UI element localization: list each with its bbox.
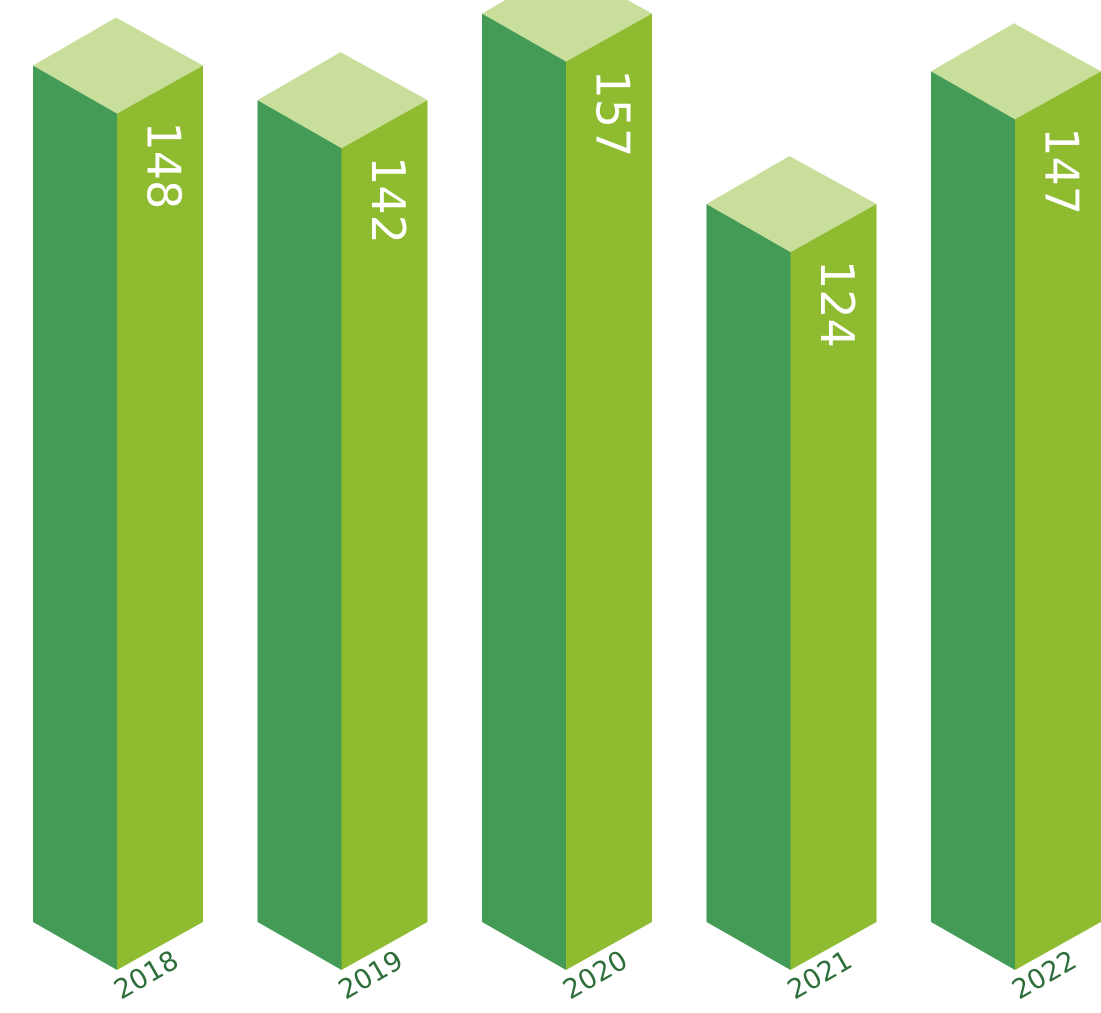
bar-side-face bbox=[931, 71, 1015, 971]
bar-front-face bbox=[566, 13, 652, 971]
bar-side-face bbox=[257, 100, 342, 971]
bar-side-face bbox=[706, 204, 791, 971]
bar-side-face bbox=[33, 65, 117, 970]
bar-top-face bbox=[706, 156, 877, 253]
bar-value-label: 142 bbox=[361, 156, 415, 244]
bar-value-label: 157 bbox=[586, 69, 640, 157]
bar-top-face bbox=[482, 0, 652, 62]
bar-value-label: 147 bbox=[1035, 127, 1089, 215]
bar-top-face bbox=[931, 23, 1101, 120]
bar-value-label: 148 bbox=[137, 121, 191, 209]
bar-front-face bbox=[790, 204, 877, 971]
bar-value-label: 124 bbox=[810, 260, 864, 348]
bar-front-face bbox=[1015, 71, 1101, 971]
bar-top-face bbox=[33, 17, 203, 114]
bar-top-face bbox=[257, 52, 428, 149]
bar-front-face bbox=[341, 100, 428, 971]
bar-side-face bbox=[482, 13, 566, 971]
bar-front-face bbox=[117, 65, 203, 970]
